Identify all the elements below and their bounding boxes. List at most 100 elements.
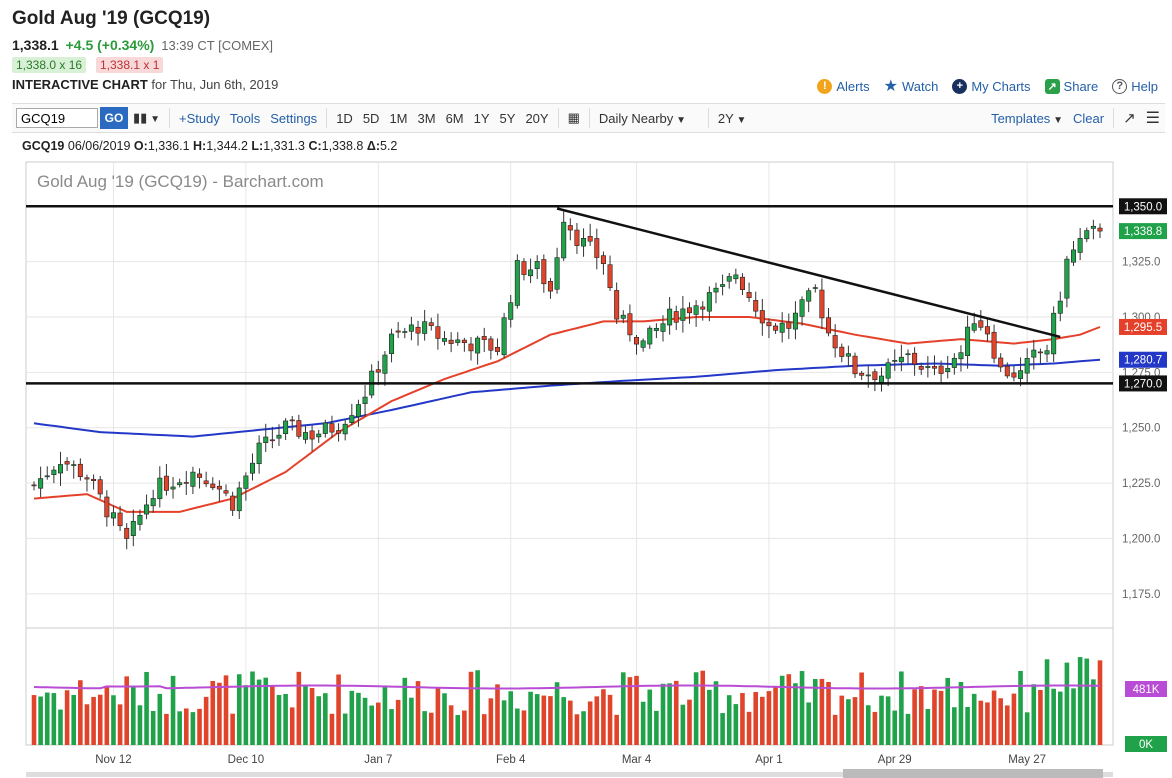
candle-body xyxy=(1031,349,1037,358)
candle-body xyxy=(77,463,83,478)
volume-bar xyxy=(753,692,759,745)
period-1y[interactable]: 1Y xyxy=(473,110,490,126)
share-link[interactable]: ↗ Share xyxy=(1044,78,1099,94)
clear-button[interactable]: Clear xyxy=(1073,110,1105,126)
volume-bar xyxy=(673,680,679,745)
volume-bar xyxy=(620,672,626,745)
range-dropdown[interactable]: 2Y ▼ xyxy=(713,111,759,126)
volume-bar xyxy=(58,709,63,745)
volume-bar xyxy=(720,713,725,745)
candle-body xyxy=(31,484,37,487)
volume-bar xyxy=(852,697,858,745)
volume-bar xyxy=(356,692,361,745)
alerts-link[interactable]: ! Alerts xyxy=(817,78,870,94)
nearby-dropdown[interactable]: Daily Nearby ▼ xyxy=(594,111,704,126)
period-5d[interactable]: 5D xyxy=(362,110,380,126)
my-charts-link[interactable]: + My Charts xyxy=(952,78,1031,94)
candle-body xyxy=(773,325,779,331)
volume-bar xyxy=(71,694,77,745)
candle-body xyxy=(898,356,904,363)
volume-bar xyxy=(395,699,401,745)
candle-body xyxy=(958,352,964,360)
candle-body xyxy=(925,366,931,368)
candle-body xyxy=(945,368,951,372)
volume-bar xyxy=(289,707,295,745)
volume-bar xyxy=(1044,659,1050,745)
volume-bar xyxy=(985,702,990,745)
candle-body xyxy=(998,357,1004,368)
volume-bar xyxy=(614,714,619,745)
candle-body xyxy=(210,483,216,489)
candle-body xyxy=(336,430,342,434)
volume-bar xyxy=(1064,662,1070,745)
share-label: Share xyxy=(1063,78,1099,94)
volume-bar xyxy=(190,712,196,745)
candle-body xyxy=(991,331,997,359)
volume-bar xyxy=(170,675,176,745)
chart-title: Gold Aug '19 (GCQ19) - Barchart.com xyxy=(37,172,324,191)
volume-bar xyxy=(230,713,235,745)
candle-body xyxy=(554,257,560,290)
volume-bar xyxy=(528,691,533,745)
settings-button[interactable]: Settings xyxy=(270,110,318,126)
volume-bar xyxy=(1084,658,1090,745)
volume-bar xyxy=(51,693,57,745)
period-1m[interactable]: 1M xyxy=(389,110,408,126)
volume-bar xyxy=(905,713,911,745)
candle-body xyxy=(653,328,659,331)
candle-body xyxy=(289,419,295,422)
candle-body xyxy=(329,423,335,433)
volume-bar xyxy=(998,698,1003,745)
volume-bar xyxy=(402,677,408,745)
volume-bar xyxy=(601,689,606,745)
scrollbar-track xyxy=(26,772,1113,777)
y-tick-label: 1,200.0 xyxy=(1122,533,1160,545)
period-20y[interactable]: 20Y xyxy=(525,110,549,126)
chevron-down-icon: ▼ xyxy=(673,114,686,126)
last-price: 1,338.1 xyxy=(12,37,59,53)
chart-type-dropdown[interactable]: ▮▮ ▼ xyxy=(128,110,165,126)
volume-bar xyxy=(256,679,262,745)
candle-body xyxy=(561,221,567,259)
candle-body xyxy=(84,477,90,480)
volume-bar xyxy=(375,702,381,745)
candle-body xyxy=(733,274,739,280)
volume-bar xyxy=(859,672,864,745)
expand-icon[interactable]: ↗ xyxy=(1123,110,1136,127)
candle-body xyxy=(726,276,732,282)
trendline xyxy=(556,207,1061,339)
volume-bar xyxy=(846,699,851,745)
period-3m[interactable]: 3M xyxy=(417,110,436,126)
period-1d[interactable]: 1D xyxy=(336,110,353,126)
divider xyxy=(557,108,559,128)
volume-bar xyxy=(38,696,43,745)
symbol-input[interactable] xyxy=(16,108,98,128)
go-button[interactable]: GO xyxy=(100,107,128,129)
volume-bar xyxy=(786,674,792,745)
menu-icon[interactable]: ☰ xyxy=(1145,110,1160,127)
period-5y[interactable]: 5Y xyxy=(499,110,516,126)
period-6m[interactable]: 6M xyxy=(445,110,464,126)
volume-bar xyxy=(31,695,37,745)
templates-dropdown[interactable]: Templates ▼ xyxy=(986,111,1068,126)
watch-link[interactable]: ★ Watch xyxy=(884,76,939,96)
volume-bar xyxy=(1077,657,1083,745)
help-link[interactable]: ? Help xyxy=(1112,78,1158,94)
y-tick-label: 1,225.0 xyxy=(1122,478,1160,490)
candle-body xyxy=(892,360,898,362)
candle-body xyxy=(163,475,169,491)
ohlc-close-label: C: xyxy=(308,139,322,153)
candle-body xyxy=(1018,370,1024,379)
volume-bar xyxy=(779,675,785,745)
candle-body xyxy=(879,375,885,383)
candle-body xyxy=(984,326,990,335)
candle-body xyxy=(1071,249,1077,263)
study-button[interactable]: +Study xyxy=(179,110,220,126)
volume-bar xyxy=(793,683,798,745)
tools-button[interactable]: Tools xyxy=(229,110,261,126)
chart-frame xyxy=(25,161,1114,746)
candle-body xyxy=(1064,258,1070,299)
candle-body xyxy=(786,321,792,329)
calendar-icon[interactable]: ▦ xyxy=(567,110,580,125)
